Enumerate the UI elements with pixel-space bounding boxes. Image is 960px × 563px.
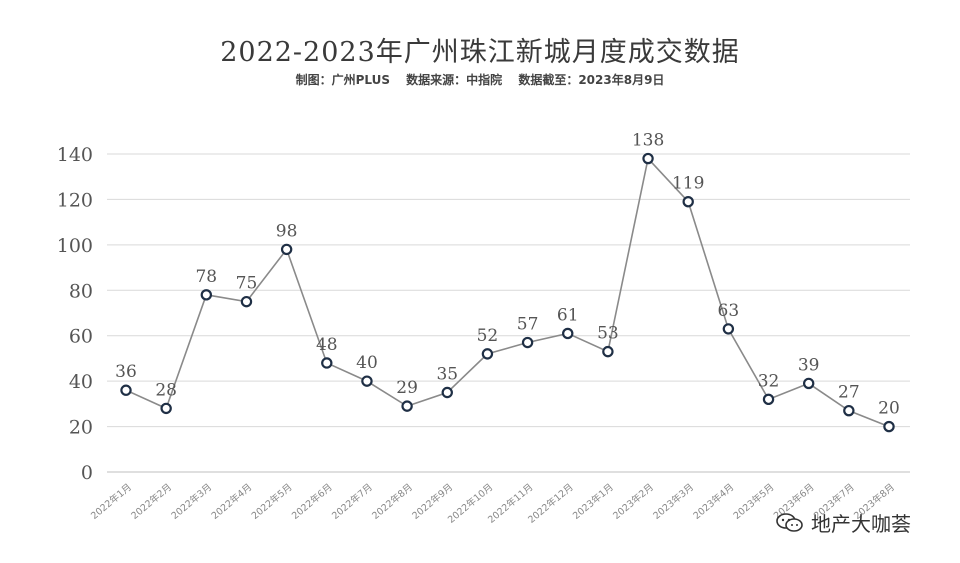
data-point — [883, 420, 895, 433]
data-point — [682, 195, 694, 208]
chart-subtitle: 制图：广州PLUS 数据来源：中指院 数据截至：2023年8月9日 — [295, 73, 665, 87]
y-tick-label: 40 — [69, 371, 93, 393]
data-label: 36 — [115, 362, 137, 382]
data-label: 32 — [758, 371, 780, 391]
data-point — [762, 393, 775, 406]
data-point — [521, 336, 534, 349]
x-tick-label: 2023年3月 — [651, 481, 696, 522]
data-label: 61 — [557, 305, 579, 325]
x-tick-label: 2022年8月 — [370, 481, 415, 522]
chart-title: 2022-2023年广州珠江新城月度成交数据 — [220, 37, 740, 68]
x-tick-label: 2023年2月 — [611, 481, 656, 522]
y-tick-label: 80 — [69, 280, 93, 302]
y-tick-label: 140 — [57, 144, 93, 166]
data-point — [321, 357, 333, 369]
x-tick-label: 2022年1月 — [88, 481, 133, 522]
x-tick-label: 2022年2月 — [129, 481, 174, 522]
data-label: 63 — [718, 301, 740, 321]
data-label: 78 — [195, 267, 217, 287]
data-point — [602, 345, 614, 358]
data-point — [802, 377, 815, 390]
data-point — [240, 295, 253, 308]
series-line — [125, 156, 890, 428]
y-tick-label: 20 — [69, 417, 93, 439]
data-point — [120, 384, 132, 396]
data-point — [361, 375, 373, 387]
data-label: 98 — [276, 221, 298, 241]
data-point — [200, 289, 213, 301]
data-label: 138 — [632, 131, 664, 151]
data-label: 52 — [477, 326, 499, 346]
data-label: 39 — [798, 355, 820, 375]
x-tick-label: 2023年5月 — [731, 481, 776, 522]
y-tick-label: 0 — [81, 462, 93, 484]
x-tick-label: 2022年6月 — [289, 481, 334, 522]
data-point — [843, 404, 855, 417]
data-point — [280, 243, 293, 256]
data-label: 48 — [316, 335, 338, 355]
data-point — [722, 323, 735, 335]
x-tick-label: 2022年5月 — [249, 481, 294, 522]
data-label: 35 — [436, 365, 458, 385]
data-point — [562, 327, 574, 340]
wechat-icon — [776, 512, 803, 532]
data-point — [160, 402, 172, 415]
data-label: 27 — [838, 383, 860, 403]
watermark-text: 地产大咖荟 — [811, 512, 911, 536]
data-point — [481, 348, 494, 360]
watermark: 地产大咖荟 — [775, 508, 911, 537]
x-tick-label: 2022年4月 — [209, 481, 254, 522]
data-label: 20 — [878, 399, 900, 419]
x-tick-label: 2022年3月 — [169, 481, 214, 522]
data-label: 57 — [517, 315, 539, 335]
x-tick-label: 2023年4月 — [691, 481, 736, 522]
data-point — [441, 386, 453, 399]
data-label: 28 — [155, 380, 177, 400]
x-tick-label: 2022年7月 — [329, 481, 374, 522]
data-label: 53 — [597, 324, 619, 344]
y-tick-label: 120 — [57, 189, 93, 211]
data-label: 40 — [356, 353, 378, 373]
y-tick-label: 100 — [57, 235, 93, 257]
data-label: 75 — [236, 274, 258, 294]
data-point — [401, 400, 413, 412]
y-tick-label: 60 — [69, 326, 93, 348]
data-label: 29 — [396, 378, 418, 398]
x-tick-label: 2023年1月 — [570, 481, 615, 522]
data-label: 119 — [672, 174, 704, 194]
data-point — [642, 152, 654, 165]
